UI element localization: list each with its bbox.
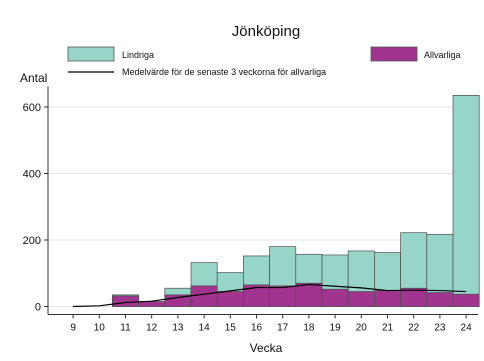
y-tick-label-200: 200: [23, 235, 41, 247]
axes: [47, 86, 478, 315]
x-tick-label-9: 9: [70, 323, 76, 334]
legend-label-allvarliga: Allvarliga: [424, 50, 461, 60]
bar-allvarliga-14: [190, 285, 218, 307]
x-tick-label-13: 13: [172, 323, 184, 334]
bar-allvarliga-23: [426, 292, 454, 307]
x-axis-label: Vecka: [250, 341, 283, 355]
bar-allvarliga-12: [138, 301, 166, 307]
bar-allvarliga-24: [452, 293, 480, 307]
bar-allvarliga-17: [269, 285, 297, 307]
x-tick-label-20: 20: [356, 323, 368, 334]
legend-swatch-allvarliga: [370, 46, 418, 62]
x-tick-label-21: 21: [382, 323, 394, 334]
bar-allvarliga-11: [112, 295, 139, 307]
bar-allvarliga-21: [374, 290, 401, 307]
y-tick-label-0: 0: [35, 302, 41, 314]
legend-label-lindriga: Lindriga: [122, 50, 154, 60]
y-axis-label: Antal: [20, 71, 47, 85]
x-tick-label-10: 10: [94, 323, 106, 334]
y-tick-label-400: 400: [23, 169, 41, 181]
bar-allvarliga-18: [295, 282, 323, 307]
line-medelvärde-för-de-se: [73, 283, 467, 308]
x-tick-label-24: 24: [461, 323, 473, 334]
chart-title: Jönköping: [232, 23, 300, 40]
x-tick-label-16: 16: [251, 323, 263, 334]
legend-label-medelvarde: Medelvärde för de senaste 3 veckorna för…: [122, 67, 326, 77]
legend-swatch-lindriga: [67, 46, 115, 62]
bar-allvarliga-20: [347, 291, 375, 307]
lines: [73, 283, 467, 308]
bar-allvarliga-19: [321, 288, 349, 307]
x-tick-label-11: 11: [120, 323, 131, 334]
ticks: 0 200 400 600 9 10 11 12 13 14 15 16 17 18 19 20 21 22 23 2…: [23, 102, 472, 334]
x-tick-label-17: 17: [277, 323, 289, 334]
x-tick-label-18: 18: [303, 323, 315, 334]
x-tick-label-14: 14: [199, 323, 211, 334]
y-tick-label-600: 600: [23, 102, 41, 114]
x-tick-label-12: 12: [146, 323, 158, 334]
legend: Lindriga Allvarliga Medelvärde för de se…: [67, 46, 461, 77]
x-tick-label-23: 23: [434, 323, 446, 334]
bar-allvarliga-22: [400, 287, 428, 307]
x-tick-label-19: 19: [330, 323, 342, 334]
bar-allvarliga-15: [216, 291, 244, 307]
x-tick-label-15: 15: [225, 323, 237, 334]
bar-lindriga-24: [452, 95, 480, 307]
x-tick-label-22: 22: [408, 323, 420, 334]
bars: [112, 95, 480, 307]
